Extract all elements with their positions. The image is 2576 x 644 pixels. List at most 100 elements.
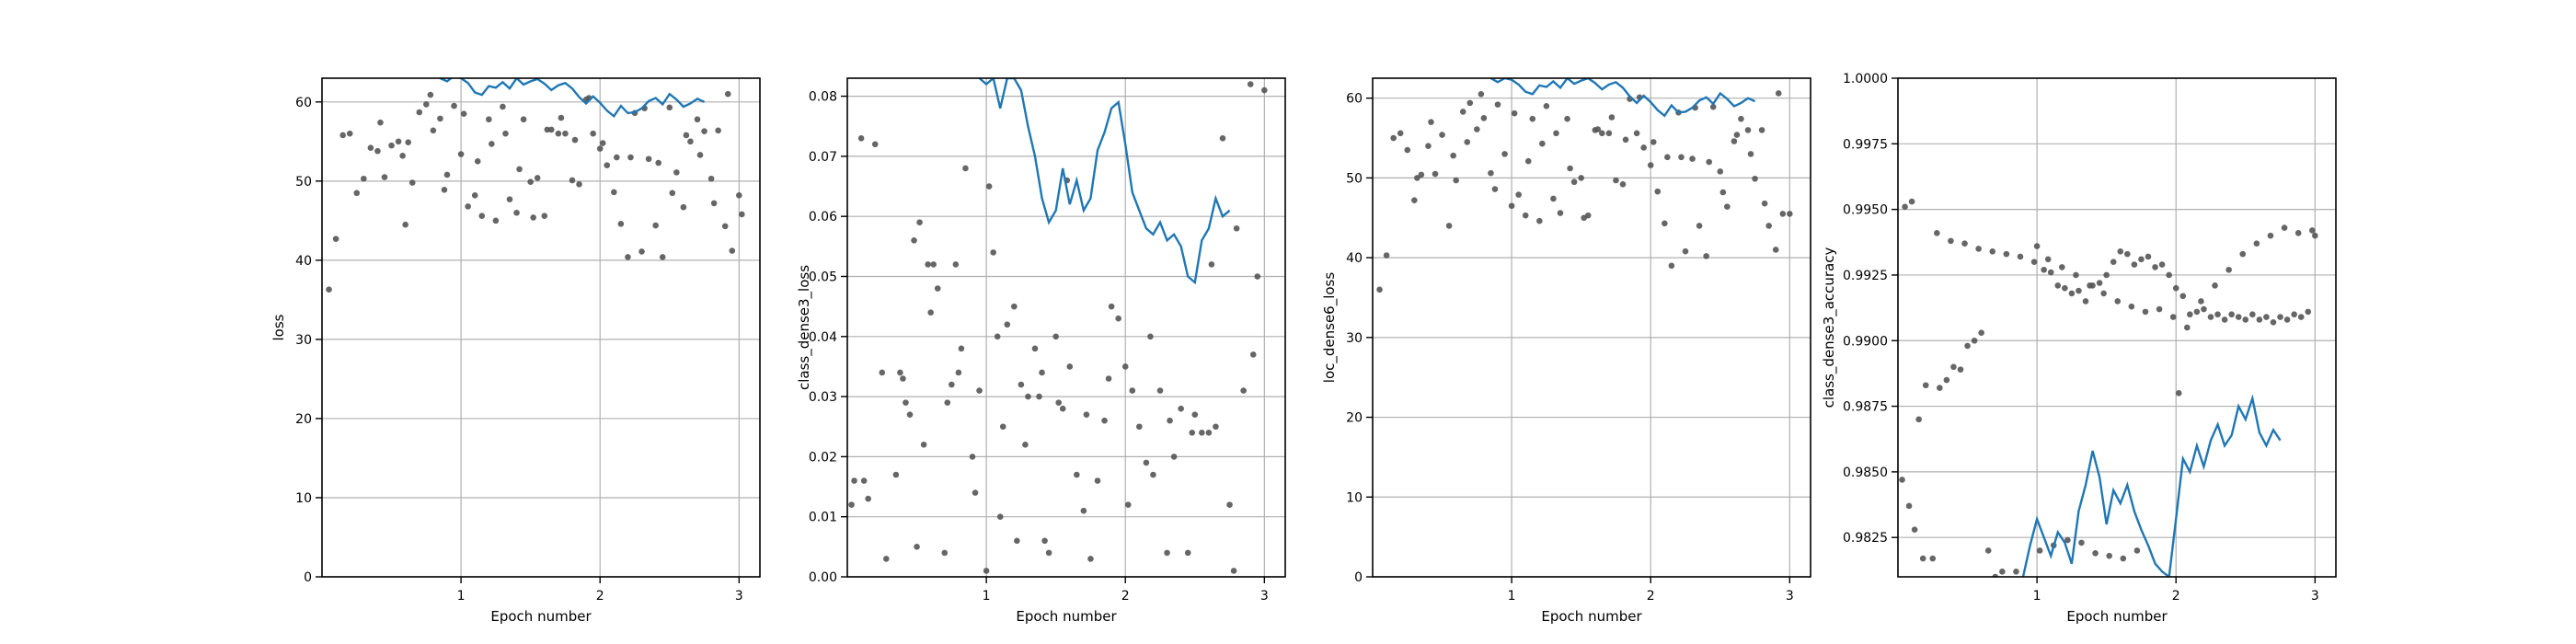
scatter-point bbox=[1633, 130, 1640, 137]
scatter-point bbox=[2253, 240, 2260, 247]
scatter-point bbox=[673, 169, 680, 176]
scatter-point bbox=[2092, 550, 2099, 557]
scatter-point bbox=[1066, 363, 1074, 370]
scatter-point bbox=[611, 189, 617, 196]
scatter-point bbox=[405, 139, 411, 145]
scatter-point bbox=[1230, 568, 1237, 574]
scatter-point bbox=[2110, 259, 2117, 265]
scatter-point bbox=[927, 309, 934, 316]
y-tick-label: 60 bbox=[295, 96, 312, 110]
scatter-point bbox=[569, 177, 576, 184]
scatter-point bbox=[2152, 264, 2158, 270]
scatter-point bbox=[871, 141, 879, 148]
scatter-point bbox=[645, 155, 652, 163]
scatter-point bbox=[1108, 303, 1115, 310]
scatter-point bbox=[1247, 81, 1254, 87]
scatter-point bbox=[1240, 387, 1247, 394]
scatter-point bbox=[614, 154, 620, 161]
y-tick-label: 0.9900 bbox=[1843, 334, 1888, 349]
scatter-point bbox=[2305, 308, 2312, 316]
scatter-point bbox=[952, 261, 960, 268]
y-tick-label: 20 bbox=[1346, 411, 1363, 426]
scatter-point bbox=[1191, 411, 1199, 418]
scatter-point bbox=[680, 203, 687, 211]
scatter-point bbox=[1136, 423, 1143, 431]
scatter-point bbox=[2249, 311, 2256, 318]
scatter-point bbox=[903, 399, 909, 406]
scatter-point bbox=[402, 221, 408, 228]
scatter-point bbox=[1170, 454, 1178, 460]
scatter-point bbox=[534, 175, 541, 181]
scatter-point bbox=[2120, 555, 2127, 562]
scatter-point bbox=[1999, 568, 2006, 575]
scatter-point bbox=[1428, 119, 1434, 125]
scatter-point bbox=[520, 116, 527, 123]
scatter-point bbox=[1719, 189, 1727, 196]
scatter-point bbox=[2106, 552, 2112, 559]
scatter-point bbox=[492, 217, 500, 224]
scatter-point bbox=[1536, 217, 1543, 224]
scatter-point bbox=[2133, 547, 2141, 554]
scatter-point bbox=[2235, 314, 2242, 320]
scatter-point bbox=[2214, 311, 2221, 318]
scatter-point bbox=[2007, 579, 2013, 585]
scatter-point bbox=[416, 109, 423, 116]
scatter-point bbox=[1775, 90, 1782, 97]
x-tick-label: 1 bbox=[983, 589, 991, 604]
scatter-point bbox=[1915, 416, 1922, 423]
scatter-point bbox=[687, 138, 694, 145]
scatter-point bbox=[541, 213, 548, 219]
scatter-point bbox=[381, 174, 388, 180]
scatter-point bbox=[1213, 423, 1219, 431]
scatter-point bbox=[659, 254, 666, 260]
x-tick-label: 2 bbox=[1647, 589, 1655, 604]
y-tick-label: 0.04 bbox=[809, 330, 837, 345]
scatter-point bbox=[1156, 387, 1164, 394]
scatter-point bbox=[1664, 154, 1671, 161]
scatter-point bbox=[2184, 324, 2191, 331]
y-tick-label: 50 bbox=[1346, 171, 1363, 186]
scatter-point bbox=[1466, 99, 1474, 107]
y-tick-label: 0.9925 bbox=[1843, 269, 1888, 283]
scatter-point bbox=[1522, 212, 1529, 219]
series-line bbox=[439, 78, 706, 119]
scatter-point bbox=[2294, 230, 2302, 236]
scatter-point bbox=[1619, 181, 1627, 188]
scatter-point bbox=[1557, 210, 1564, 216]
scatter-point bbox=[1964, 342, 1971, 350]
scatter-point bbox=[1975, 246, 1982, 252]
scatter-point bbox=[920, 442, 927, 448]
scatter-point bbox=[2179, 293, 2187, 300]
scatter-point bbox=[851, 477, 857, 484]
scatter-point bbox=[2073, 271, 2079, 279]
y-tick-label: 0.07 bbox=[809, 150, 837, 165]
scatter-point bbox=[1459, 109, 1466, 115]
scatter-point bbox=[2201, 305, 2207, 313]
scatter-point bbox=[949, 381, 955, 388]
scatter-point bbox=[1418, 171, 1425, 178]
scatter-point bbox=[2187, 311, 2193, 318]
scatter-point bbox=[666, 104, 673, 111]
scatter-point bbox=[500, 103, 506, 110]
scatter-point bbox=[1147, 333, 1154, 340]
scatter-point bbox=[1164, 549, 1170, 557]
scatter-point bbox=[437, 115, 443, 122]
scatter-point bbox=[451, 102, 457, 109]
scatter-point bbox=[527, 178, 534, 186]
scatter-point bbox=[1488, 169, 1494, 177]
scatter-point bbox=[2030, 259, 2038, 265]
scatter-point bbox=[2267, 232, 2274, 239]
y-tick-label: 0.9950 bbox=[1843, 203, 1888, 218]
scatter-point bbox=[911, 237, 917, 244]
scatter-point bbox=[617, 220, 625, 227]
scatter-point bbox=[2263, 314, 2270, 320]
scatter-point bbox=[571, 136, 579, 144]
y-tick-label: 0.06 bbox=[809, 210, 837, 224]
scatter-point bbox=[513, 209, 520, 216]
scatter-point bbox=[2128, 303, 2135, 310]
scatter-point bbox=[1219, 135, 1226, 142]
plot-area bbox=[326, 78, 745, 293]
scatter-point bbox=[627, 154, 634, 161]
scatter-point bbox=[1052, 333, 1059, 340]
